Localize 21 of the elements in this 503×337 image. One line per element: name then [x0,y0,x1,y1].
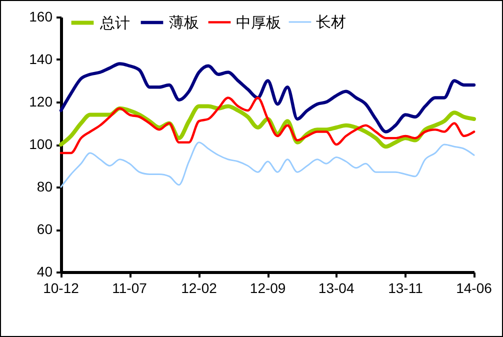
y-tick-label: 40 [36,264,53,280]
legend-label: 中厚板 [236,13,281,32]
y-tick-label: 100 [29,136,53,152]
y-tick-label: 120 [29,94,53,110]
legend-label: 长材 [316,13,346,31]
line-series [60,142,475,188]
y-tick-label: 60 [36,221,53,237]
x-tick-label: 13-11 [388,280,424,296]
y-tick-label: 160 [29,8,53,24]
legend-label: 薄板 [169,14,199,32]
x-tick-label: 10-12 [43,280,80,296]
x-tick-label: 12-02 [181,280,218,296]
line-series [59,62,476,134]
x-tick-label: 14-06 [456,280,492,296]
y-tick-label: 80 [36,178,53,194]
line-series [60,96,476,154]
x-tick-label: 11-07 [112,280,148,296]
x-tick-label: 13-04 [318,280,354,296]
y-tick-label: 140 [29,51,53,67]
x-tick-label: 12-09 [250,280,286,296]
legend-label: 总计 [99,14,130,32]
